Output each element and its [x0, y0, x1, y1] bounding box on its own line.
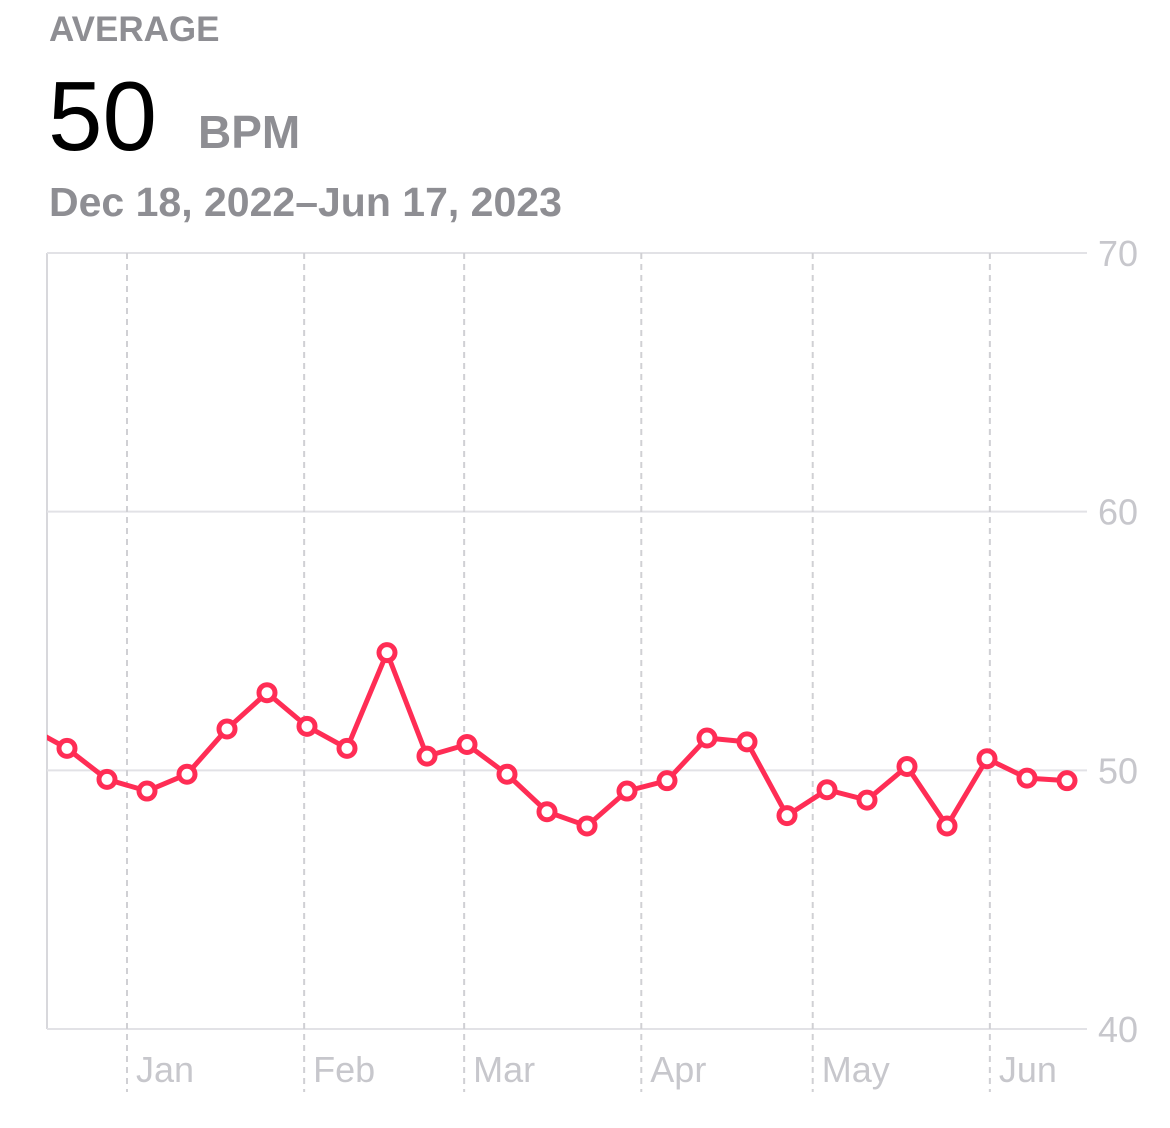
- data-point: [696, 727, 718, 749]
- data-point: [176, 763, 198, 785]
- data-point: [56, 737, 78, 759]
- x-tick-label: Feb: [313, 1049, 375, 1090]
- data-point: [216, 718, 238, 740]
- data-point: [576, 815, 598, 837]
- summary-unit: BPM: [198, 106, 300, 158]
- x-tick-label: Jan: [136, 1049, 194, 1090]
- summary-value: 50: [48, 61, 157, 171]
- x-tick-label: May: [822, 1049, 890, 1090]
- data-point: [736, 731, 758, 753]
- x-tick-label: Mar: [473, 1049, 535, 1090]
- summary-label: AVERAGE: [49, 10, 220, 49]
- data-point: [776, 805, 798, 827]
- y-tick-label: 70: [1098, 233, 1138, 274]
- plot: [19, 642, 1078, 837]
- data-point: [976, 748, 998, 770]
- data-point: [336, 737, 358, 759]
- data-point: [136, 780, 158, 802]
- data-point: [656, 770, 678, 792]
- data-point: [856, 789, 878, 811]
- data-point: [616, 780, 638, 802]
- series-line: [47, 650, 1068, 829]
- data-point: [416, 745, 438, 767]
- data-point: [1016, 767, 1038, 789]
- data-point: [816, 779, 838, 801]
- y-tick-label: 50: [1098, 750, 1138, 791]
- data-point: [536, 801, 558, 823]
- data-point: [19, 718, 35, 734]
- y-tick-label: 40: [1098, 1009, 1138, 1050]
- data-point: [296, 715, 318, 737]
- data-point: [936, 815, 958, 837]
- x-tick-label: Jun: [999, 1049, 1057, 1090]
- x-tick-label: Apr: [650, 1049, 706, 1090]
- data-point: [256, 682, 278, 704]
- data-point: [376, 642, 398, 664]
- data-point: [96, 768, 118, 790]
- data-point: [896, 755, 918, 777]
- y-tick-label: 60: [1098, 492, 1138, 533]
- data-point: [456, 733, 478, 755]
- data-point: [1056, 770, 1078, 792]
- date-range: Dec 18, 2022–Jun 17, 2023: [49, 179, 562, 225]
- data-point: [496, 763, 518, 785]
